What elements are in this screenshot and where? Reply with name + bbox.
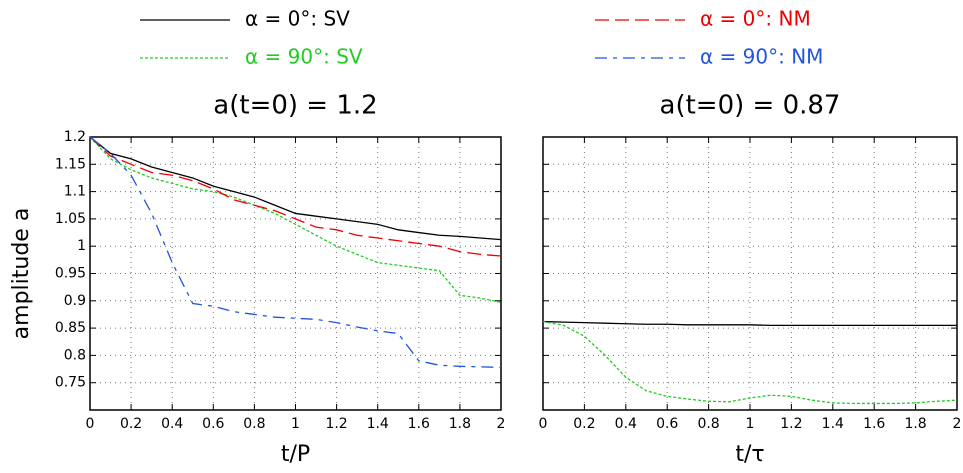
panel-title: a(t=0) = 0.87 — [660, 91, 841, 121]
x-tick-label: 0.8 — [697, 416, 719, 432]
data-line — [89, 136, 502, 257]
y-tick-label: 0.75 — [55, 375, 86, 391]
x-tick-label: 1.4 — [367, 416, 389, 432]
data-line — [542, 320, 958, 405]
panel-title: a(t=0) = 1.2 — [213, 91, 377, 121]
y-tick-label: 1.05 — [55, 211, 86, 227]
plot-frame — [542, 136, 958, 411]
x-tick-label: 1.8 — [449, 416, 471, 432]
x-tick-label: 0.4 — [615, 416, 637, 432]
y-tick-label: 0.95 — [55, 266, 86, 282]
y-tick-label: 0.9 — [64, 293, 86, 309]
data-line — [89, 136, 502, 304]
x-tick-label: 0 — [86, 416, 95, 432]
y-tick-label: 1.2 — [64, 129, 86, 145]
legend-label: α = 0°: SV — [245, 7, 350, 31]
y-tick-label: 0.85 — [55, 320, 86, 336]
x-tick-label: 1.8 — [904, 416, 926, 432]
x-tick-label: 1 — [291, 416, 300, 432]
y-tick-label: 1.15 — [55, 156, 86, 172]
x-tick-label: 0.6 — [202, 416, 224, 432]
plot-frame — [89, 136, 502, 411]
x-tick-label: 0 — [539, 416, 548, 432]
x-tick-label: 0.4 — [161, 416, 183, 432]
legend-label: α = 0°: NM — [700, 7, 811, 31]
y-tick-label: 1 — [77, 238, 86, 254]
x-tick-label: 1.6 — [863, 416, 885, 432]
x-tick-label: 2 — [953, 416, 962, 432]
data-line — [89, 136, 502, 241]
x-tick-label: 1 — [746, 416, 755, 432]
x-tick-label: 1.2 — [325, 416, 347, 432]
legend-label: α = 90°: NM — [700, 45, 823, 69]
x-axis-label: t/τ — [735, 442, 764, 467]
x-tick-label: 0.8 — [243, 416, 265, 432]
x-tick-label: 1.4 — [822, 416, 844, 432]
x-tick-label: 1.2 — [780, 416, 802, 432]
x-tick-label: 2 — [497, 416, 506, 432]
x-tick-label: 0.2 — [120, 416, 142, 432]
data-line — [89, 136, 502, 369]
data-line — [542, 320, 957, 327]
y-axis-label: amplitude a — [9, 208, 34, 340]
y-tick-label: 1.1 — [64, 184, 86, 200]
x-tick-label: 1.6 — [408, 416, 430, 432]
x-tick-label: 0.2 — [573, 416, 595, 432]
x-axis-label: t/P — [281, 442, 310, 467]
legend-label: α = 90°: SV — [245, 45, 363, 69]
x-tick-label: 0.6 — [656, 416, 678, 432]
y-tick-label: 0.8 — [64, 347, 86, 363]
